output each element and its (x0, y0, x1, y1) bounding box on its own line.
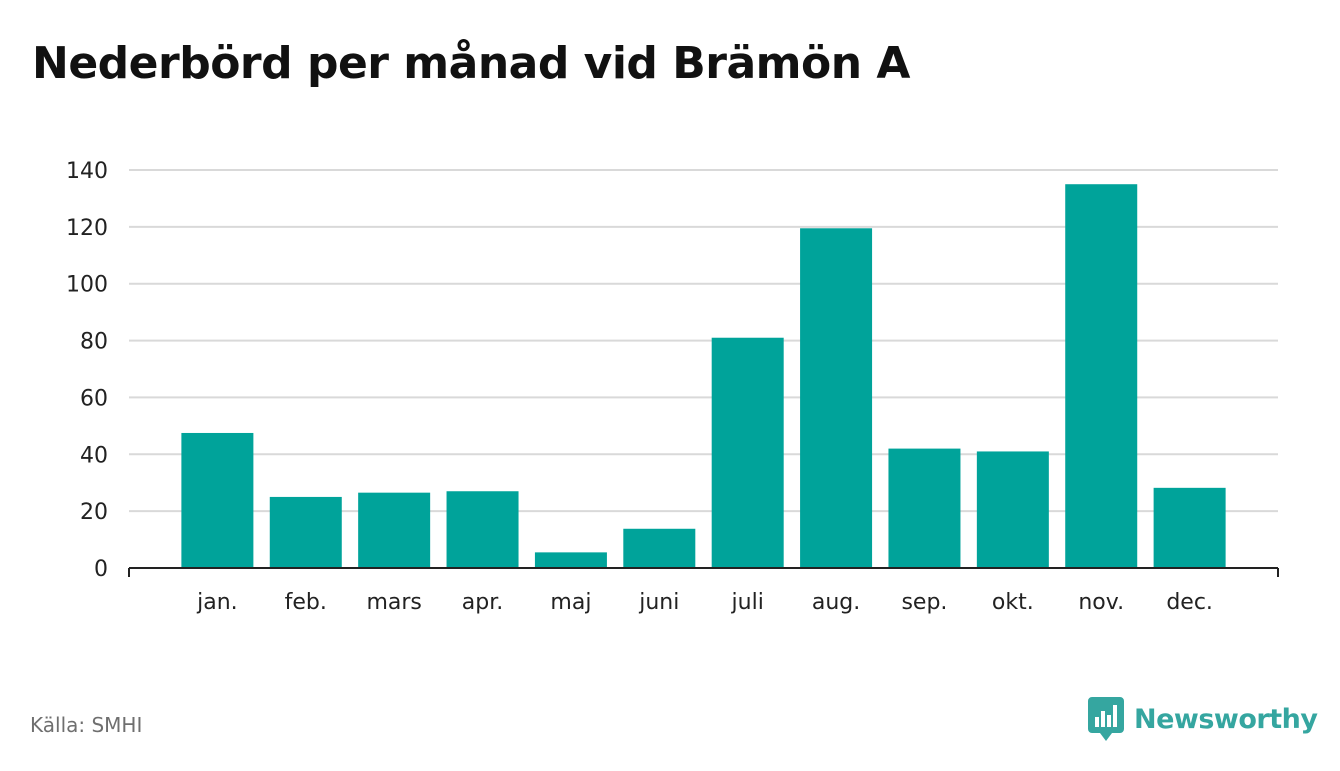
x-tick-label: aug. (812, 590, 860, 615)
x-tick-label: jan. (196, 590, 238, 615)
x-tick-label: okt. (992, 590, 1034, 615)
bar-okt (976, 451, 1049, 568)
y-tick-label: 40 (80, 443, 108, 468)
y-tick-labels: 0 20 40 60 80 100 120 140 (66, 159, 108, 582)
y-tick-label: 100 (66, 273, 108, 298)
x-tick-label: nov. (1078, 590, 1124, 615)
y-tick-label: 20 (80, 500, 108, 525)
bar-apr (446, 491, 519, 568)
y-tick-label: 0 (94, 557, 108, 582)
bar-aug (800, 228, 873, 568)
bar-chart: 0 20 40 60 80 100 120 140 jan. feb. mars apr. maj ju… (66, 159, 1279, 615)
x-tick-labels: jan. feb. mars apr. maj juni juli aug. sep. okt. n… (196, 590, 1213, 615)
x-tick-label: dec. (1166, 590, 1213, 615)
bar-juni (623, 528, 696, 568)
x-tick-label: maj (550, 590, 591, 615)
x-axis (128, 567, 1279, 577)
bar-chart-speech-bubble-icon (1088, 697, 1124, 741)
bar-maj (534, 552, 607, 568)
bar-sep (888, 448, 961, 568)
y-tick-label: 140 (66, 159, 108, 184)
bars (181, 184, 1226, 568)
y-tick-label: 80 (80, 330, 108, 355)
x-tick-label: apr. (462, 590, 503, 615)
y-tick-label: 60 (80, 386, 108, 411)
brand-name: Newsworthy (1134, 703, 1318, 735)
x-tick-label: sep. (901, 590, 947, 615)
chart-title: Nederbörd per månad vid Brämön A (32, 38, 910, 89)
bar-dec (1153, 487, 1226, 568)
x-tick-label: juni (638, 590, 679, 615)
x-tick-label: juli (731, 590, 764, 615)
newsworthy-logo: Newsworthy (1088, 696, 1318, 742)
bar-mars (358, 492, 431, 568)
bar-juli (711, 337, 784, 568)
bar-nov (1065, 184, 1138, 568)
x-tick-label: feb. (285, 590, 327, 615)
source-note: Källa: SMHI (30, 713, 143, 737)
y-tick-label: 120 (66, 216, 108, 241)
bar-feb (269, 496, 342, 568)
bar-jan (181, 432, 254, 568)
x-tick-label: mars (366, 590, 421, 615)
